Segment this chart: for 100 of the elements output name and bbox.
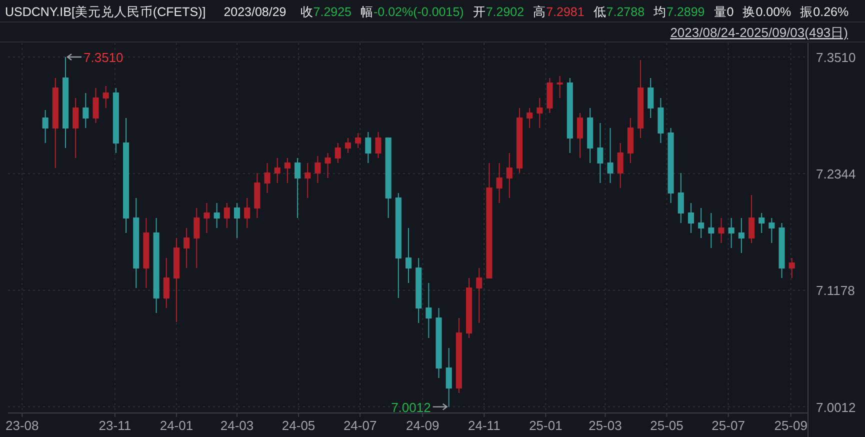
candlestick bbox=[638, 60, 644, 138]
x-tick-label: 24-03 bbox=[220, 418, 254, 433]
candlestick bbox=[556, 76, 563, 98]
text: 幅-0.02%(-0.0015) bbox=[360, 5, 464, 19]
candlestick bbox=[426, 282, 432, 338]
candlestick bbox=[294, 158, 301, 218]
candlestick bbox=[173, 238, 180, 322]
candlestick bbox=[416, 258, 422, 324]
candlestick bbox=[385, 138, 392, 218]
x-tick-label: 24-07 bbox=[343, 418, 377, 433]
candlestick bbox=[184, 228, 190, 268]
candlestick bbox=[466, 278, 472, 338]
candlestick bbox=[355, 132, 362, 148]
candlestick bbox=[274, 158, 280, 184]
candlestick bbox=[123, 118, 130, 234]
candlestick bbox=[516, 108, 522, 174]
candlestick bbox=[708, 212, 714, 248]
text: 开7.2902 bbox=[472, 5, 524, 19]
candlestick bbox=[153, 218, 160, 314]
x-tick-label: 23-11 bbox=[98, 418, 132, 433]
candlestick bbox=[496, 162, 502, 204]
candlestick bbox=[254, 172, 260, 218]
candlestick bbox=[224, 202, 230, 228]
candlestick bbox=[436, 308, 442, 378]
x-tick-label: 25-05 bbox=[650, 418, 684, 433]
candlestick bbox=[344, 138, 351, 154]
y-tick-label: 7.0012 bbox=[816, 400, 856, 415]
y-tick-label: 7.1178 bbox=[816, 283, 855, 298]
candlestick bbox=[446, 348, 452, 408]
candlestick bbox=[405, 228, 412, 284]
candlestick bbox=[486, 162, 492, 278]
candlestick bbox=[194, 208, 200, 268]
x-tick-label: 25-03 bbox=[588, 418, 622, 433]
candlestick bbox=[72, 98, 79, 158]
candlestick bbox=[506, 152, 512, 198]
candlestick bbox=[748, 194, 755, 244]
candlestick bbox=[395, 192, 402, 298]
x-tick-label: 25-01 bbox=[529, 418, 562, 433]
candlestick bbox=[627, 118, 634, 164]
chart-title: USDCNY.IB[美元兑人民币(CFETS)] bbox=[5, 4, 206, 19]
candlestick bbox=[768, 218, 775, 244]
candlestick bbox=[648, 78, 654, 118]
candlestick bbox=[607, 128, 614, 184]
candlestick bbox=[788, 258, 795, 278]
candlestick bbox=[536, 98, 543, 128]
chart-subtitle: 2023/08/24-2025/09/03(493日) bbox=[670, 25, 848, 40]
candlestick bbox=[526, 108, 533, 128]
candlestick bbox=[334, 142, 341, 164]
candlestick bbox=[284, 158, 290, 184]
candlestick bbox=[668, 128, 674, 204]
x-tick-label: 25-07 bbox=[712, 418, 745, 433]
text: 2023/08/29 bbox=[224, 5, 286, 19]
candlestick bbox=[576, 112, 584, 158]
x-tick-label: 25-09 bbox=[774, 418, 808, 433]
candlestick bbox=[234, 202, 240, 238]
candlestick bbox=[204, 202, 210, 234]
candlestick bbox=[52, 78, 58, 168]
candlestick bbox=[617, 142, 624, 188]
annotation: 7.0012 bbox=[391, 400, 431, 415]
text: 量0 bbox=[714, 5, 734, 19]
candlestick bbox=[244, 198, 250, 228]
x-tick-label: 24-05 bbox=[282, 418, 316, 433]
candlestick bbox=[112, 88, 119, 154]
candlestick bbox=[566, 78, 573, 154]
candlestick bbox=[82, 92, 89, 128]
text: 均7.2899 bbox=[652, 5, 705, 19]
candlestick bbox=[456, 318, 462, 394]
text: 收7.2925 bbox=[300, 5, 352, 19]
candlestick bbox=[587, 108, 594, 164]
candlestick bbox=[476, 268, 482, 324]
y-tick-label: 7.3510 bbox=[816, 50, 856, 65]
text: 高7.2981 bbox=[533, 4, 584, 19]
text: 低7.2788 bbox=[593, 5, 645, 19]
candlestick bbox=[597, 122, 604, 184]
candlestick bbox=[778, 222, 785, 278]
x-tick-label: 24-01 bbox=[160, 418, 194, 433]
candlestick bbox=[304, 162, 311, 198]
annotation: 7.3510 bbox=[84, 50, 124, 65]
candlestick bbox=[62, 56, 69, 148]
candlestick bbox=[375, 132, 382, 158]
candlestick bbox=[365, 132, 372, 164]
candlestick bbox=[678, 172, 684, 224]
candlestick bbox=[214, 202, 220, 228]
candlestick bbox=[314, 156, 321, 184]
candlestick bbox=[758, 212, 765, 234]
candlestick bbox=[728, 218, 734, 248]
candlestick bbox=[718, 218, 724, 244]
candlestick bbox=[143, 218, 150, 288]
x-tick-label: 23-08 bbox=[6, 418, 39, 433]
candlestick bbox=[102, 86, 109, 108]
text: 振0.26% bbox=[800, 5, 849, 19]
candlestick bbox=[163, 258, 170, 308]
candlestick bbox=[546, 78, 553, 114]
candlestick bbox=[92, 88, 99, 124]
candlestick bbox=[324, 152, 331, 178]
text: 换0.00% bbox=[742, 5, 792, 19]
candlestick bbox=[738, 218, 744, 254]
x-tick-label: 24-11 bbox=[468, 418, 500, 433]
candlestick bbox=[688, 202, 694, 234]
x-tick-label: 24-09 bbox=[406, 418, 440, 433]
